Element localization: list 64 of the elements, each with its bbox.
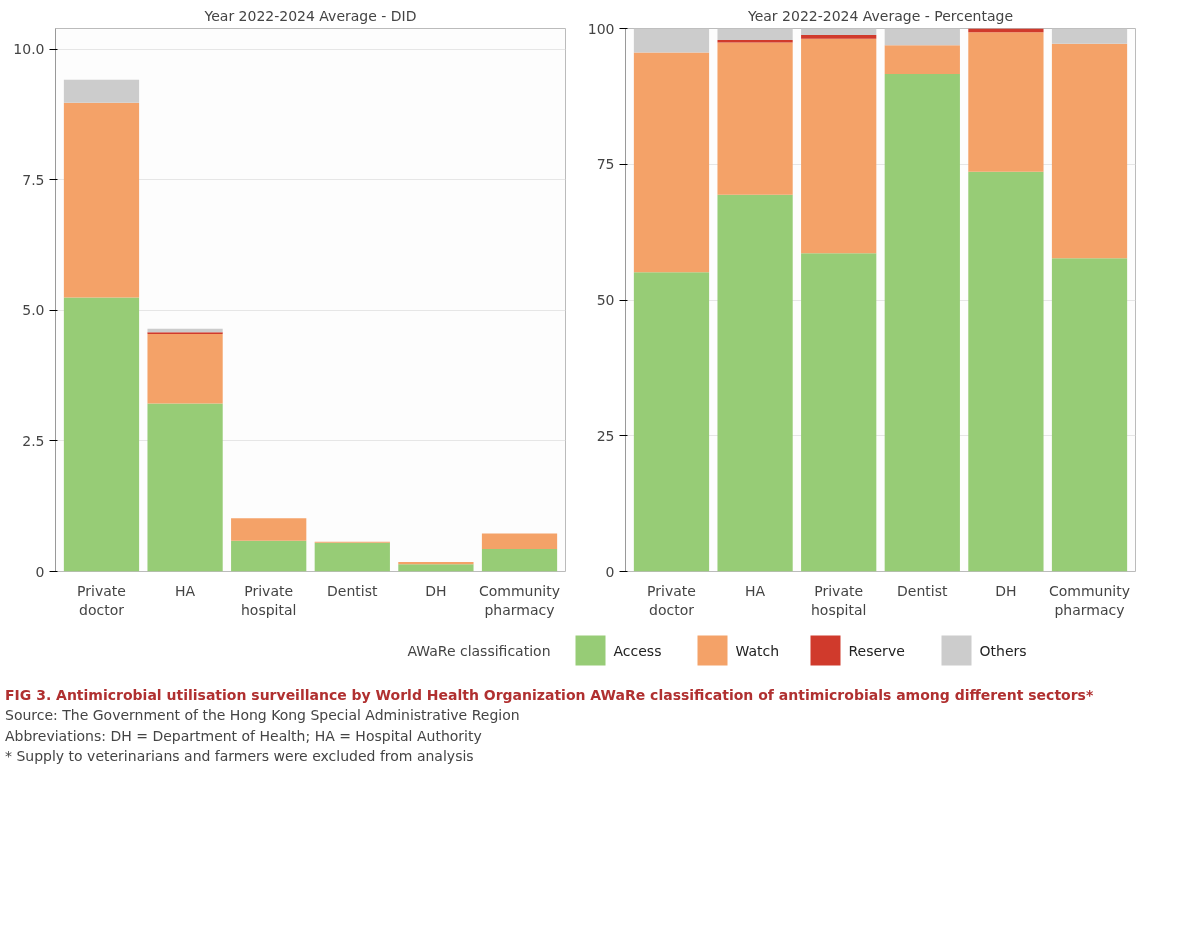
legend-label: Access <box>613 642 662 659</box>
x-tick-label: Dentist <box>327 582 379 599</box>
chart-title: Year 2022-2024 Average - Percentage <box>746 7 1014 24</box>
text: Abbreviations: DH = Department of Health; HA = Hospital Authority <box>5 726 483 746</box>
x-tick-label: Community pharmacy <box>1049 582 1131 618</box>
x-tick-label: Dentist <box>897 582 949 599</box>
bar <box>717 39 793 43</box>
bar <box>314 542 390 572</box>
y-tick-label: 75 <box>596 156 615 173</box>
bar <box>1051 258 1128 572</box>
x-tick-label: DH <box>995 582 1017 599</box>
caption: FIG 3. Antimicrobial utilisation surveillance by World Health Organization AWaRe classification of antimicrobials among different sectors* <box>5 686 1095 705</box>
bar <box>884 28 960 46</box>
y-tick-label: 100 <box>587 20 615 37</box>
bar <box>801 38 877 254</box>
x-tick-label: Private doctor <box>77 582 126 618</box>
bar <box>717 194 793 572</box>
bar <box>1051 43 1128 259</box>
bar <box>968 32 1044 172</box>
bar <box>801 253 877 572</box>
bar <box>398 562 474 565</box>
bar <box>968 171 1044 572</box>
bar <box>231 518 307 541</box>
y-tick-label: 0 <box>35 563 45 580</box>
x-tick-label: Private doctor <box>647 582 696 618</box>
bar <box>1051 28 1128 44</box>
bar <box>633 52 710 273</box>
bar <box>884 74 960 572</box>
bar <box>398 564 474 572</box>
legend-label: Others <box>979 642 1027 659</box>
x-tick-label: Private hospital <box>240 582 297 618</box>
bar <box>633 272 710 572</box>
y-tick-label: 0 <box>605 563 615 580</box>
bar <box>801 28 877 36</box>
x-tick-label: HA <box>745 582 766 599</box>
y-tick-label: 10.0 <box>13 41 45 58</box>
source-note: Source: The Government of the Hong Kong Special Administrative Region <box>5 706 521 726</box>
y-tick-label: 2.5 <box>22 432 45 449</box>
legend-label: Watch <box>735 642 780 659</box>
x-tick-label: Community pharmacy <box>479 582 561 618</box>
y-tick-label: 50 <box>596 292 615 308</box>
bar <box>63 297 140 572</box>
bar <box>717 28 793 40</box>
y-tick-label: 7.5 <box>22 171 45 188</box>
legend-label: Reserve <box>848 642 905 659</box>
chart-title: Year 2022-2024 Average - DID <box>203 7 417 24</box>
bar <box>63 79 140 103</box>
y-tick-label: 25 <box>596 427 615 444</box>
y-tick-label: 5.0 <box>22 302 45 319</box>
x-tick-label: Private hospital <box>810 582 867 618</box>
bar <box>481 549 558 572</box>
x-tick-label: HA <box>175 582 196 599</box>
bar <box>717 42 793 195</box>
bar <box>801 35 877 39</box>
bar <box>884 45 960 75</box>
text: * Supply to veterinarians and farmers were excluded from analysis <box>5 746 475 766</box>
x-tick-label: DH <box>425 582 447 599</box>
bar <box>481 533 558 550</box>
bar <box>147 403 223 572</box>
legend-title: AWaRe classification <box>407 642 551 659</box>
bar <box>231 540 307 572</box>
bar <box>147 333 223 404</box>
bar <box>633 28 710 53</box>
bar <box>63 102 140 298</box>
